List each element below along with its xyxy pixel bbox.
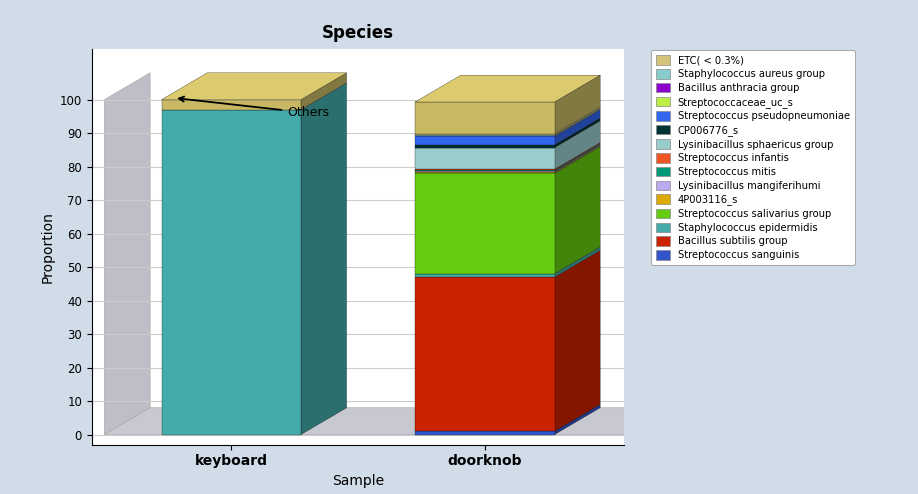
Polygon shape	[162, 100, 301, 110]
Text: Others: Others	[179, 96, 329, 120]
Polygon shape	[162, 110, 301, 435]
Polygon shape	[415, 171, 554, 172]
Polygon shape	[554, 107, 600, 135]
Polygon shape	[415, 136, 554, 145]
X-axis label: Sample: Sample	[332, 474, 384, 488]
Polygon shape	[415, 274, 554, 277]
Polygon shape	[301, 73, 347, 110]
Polygon shape	[415, 172, 554, 173]
Polygon shape	[415, 135, 554, 136]
Polygon shape	[554, 405, 600, 435]
Polygon shape	[415, 75, 600, 102]
Polygon shape	[554, 121, 600, 169]
Polygon shape	[105, 408, 733, 435]
Polygon shape	[162, 73, 347, 100]
Polygon shape	[105, 73, 151, 435]
Polygon shape	[554, 147, 600, 274]
Polygon shape	[301, 83, 347, 435]
Polygon shape	[415, 170, 554, 171]
Polygon shape	[554, 144, 600, 171]
Title: Species: Species	[322, 24, 394, 42]
Polygon shape	[415, 148, 554, 169]
Polygon shape	[554, 109, 600, 136]
Polygon shape	[554, 250, 600, 431]
Polygon shape	[554, 247, 600, 277]
Polygon shape	[415, 431, 554, 435]
Polygon shape	[415, 102, 554, 134]
Polygon shape	[415, 145, 554, 148]
Polygon shape	[415, 134, 554, 135]
Y-axis label: Proportion: Proportion	[40, 211, 54, 283]
Polygon shape	[554, 146, 600, 173]
Polygon shape	[554, 142, 600, 170]
Polygon shape	[554, 145, 600, 172]
Polygon shape	[554, 110, 600, 145]
Polygon shape	[415, 277, 554, 431]
Polygon shape	[554, 75, 600, 134]
Legend: ETC( < 0.3%), Staphylococcus aureus group, Bacillus anthracia group, Streptococc: ETC( < 0.3%), Staphylococcus aureus grou…	[651, 50, 855, 265]
Polygon shape	[415, 173, 554, 274]
Polygon shape	[554, 118, 600, 148]
Polygon shape	[415, 169, 554, 170]
